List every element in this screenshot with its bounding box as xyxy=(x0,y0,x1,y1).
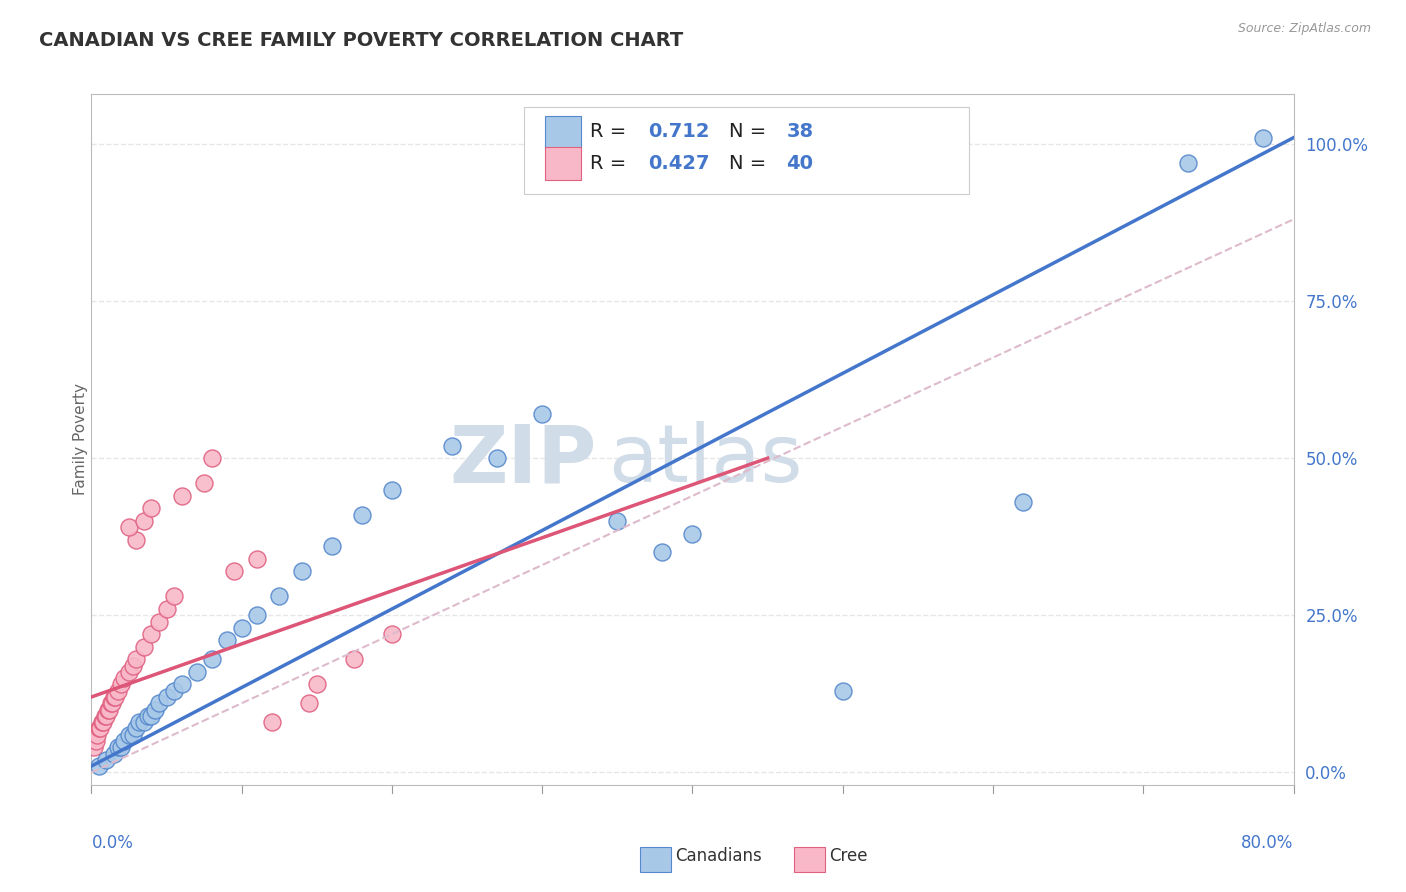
Text: 80.0%: 80.0% xyxy=(1241,834,1294,852)
Point xyxy=(1012,495,1035,509)
Point xyxy=(681,526,703,541)
Text: R =: R = xyxy=(591,154,633,173)
Point xyxy=(110,677,132,691)
Text: Canadians: Canadians xyxy=(675,847,762,865)
Point xyxy=(381,627,404,641)
Point xyxy=(104,690,127,704)
Point xyxy=(486,451,509,466)
Point xyxy=(381,483,404,497)
Point xyxy=(93,715,115,730)
Point xyxy=(246,551,269,566)
Point xyxy=(1253,130,1275,145)
Point xyxy=(125,722,148,736)
Point xyxy=(89,722,111,736)
FancyBboxPatch shape xyxy=(544,116,581,149)
Point xyxy=(155,690,177,704)
Text: N =: N = xyxy=(728,122,772,141)
Text: 0.427: 0.427 xyxy=(648,154,710,173)
Point xyxy=(291,564,314,578)
FancyBboxPatch shape xyxy=(524,108,969,194)
Point xyxy=(96,753,118,767)
Point xyxy=(606,514,628,528)
Point xyxy=(321,539,343,553)
Point xyxy=(90,715,112,730)
Point xyxy=(125,533,148,547)
Point xyxy=(103,747,125,761)
Text: Cree: Cree xyxy=(830,847,868,865)
Point xyxy=(163,590,186,604)
Text: atlas: atlas xyxy=(609,421,803,499)
Text: Source: ZipAtlas.com: Source: ZipAtlas.com xyxy=(1237,22,1371,36)
Point xyxy=(118,520,141,534)
Text: R =: R = xyxy=(591,122,633,141)
Point xyxy=(87,722,110,736)
Point xyxy=(94,708,117,723)
Point xyxy=(98,702,121,716)
Point xyxy=(298,696,321,710)
Point xyxy=(215,633,238,648)
Point xyxy=(170,489,193,503)
Point xyxy=(224,564,246,578)
Point xyxy=(97,702,120,716)
Point xyxy=(246,608,269,623)
Point xyxy=(87,759,110,773)
Point xyxy=(231,621,253,635)
Point xyxy=(122,728,145,742)
Point xyxy=(107,683,129,698)
Point xyxy=(201,451,224,466)
Point xyxy=(1177,155,1199,169)
Point xyxy=(103,690,125,704)
Point xyxy=(125,652,148,666)
Point xyxy=(128,715,150,730)
Point xyxy=(132,514,155,528)
Point xyxy=(83,740,105,755)
Text: 40: 40 xyxy=(786,154,813,173)
Text: CANADIAN VS CREE FAMILY POVERTY CORRELATION CHART: CANADIAN VS CREE FAMILY POVERTY CORRELAT… xyxy=(39,31,683,50)
Point xyxy=(651,545,673,559)
Point xyxy=(118,728,141,742)
Y-axis label: Family Poverty: Family Poverty xyxy=(73,384,87,495)
Point xyxy=(114,671,136,685)
Point xyxy=(141,708,163,723)
Text: 0.712: 0.712 xyxy=(648,122,710,141)
Point xyxy=(110,740,132,755)
Point xyxy=(531,407,554,421)
Point xyxy=(350,508,373,522)
Point xyxy=(86,728,108,742)
Point xyxy=(170,677,193,691)
Point xyxy=(305,677,328,691)
Point xyxy=(141,501,163,516)
Point xyxy=(100,696,122,710)
Point xyxy=(143,702,166,716)
Point xyxy=(440,439,463,453)
Point xyxy=(132,640,155,654)
Point xyxy=(101,696,124,710)
Point xyxy=(118,665,141,679)
Point xyxy=(141,627,163,641)
Point xyxy=(193,476,215,491)
Point xyxy=(114,734,136,748)
Text: 0.0%: 0.0% xyxy=(91,834,134,852)
Point xyxy=(148,696,170,710)
Point xyxy=(155,602,177,616)
Point xyxy=(122,658,145,673)
Point xyxy=(138,708,160,723)
Point xyxy=(132,715,155,730)
Point xyxy=(201,652,224,666)
Text: 38: 38 xyxy=(786,122,813,141)
Point xyxy=(343,652,366,666)
Point xyxy=(186,665,208,679)
Point xyxy=(148,615,170,629)
Point xyxy=(96,708,118,723)
Text: ZIP: ZIP xyxy=(449,421,596,499)
Point xyxy=(107,740,129,755)
Point xyxy=(84,734,107,748)
Point xyxy=(260,715,283,730)
Text: N =: N = xyxy=(728,154,772,173)
Point xyxy=(831,683,853,698)
Point xyxy=(163,683,186,698)
Point xyxy=(269,590,291,604)
FancyBboxPatch shape xyxy=(544,147,581,180)
